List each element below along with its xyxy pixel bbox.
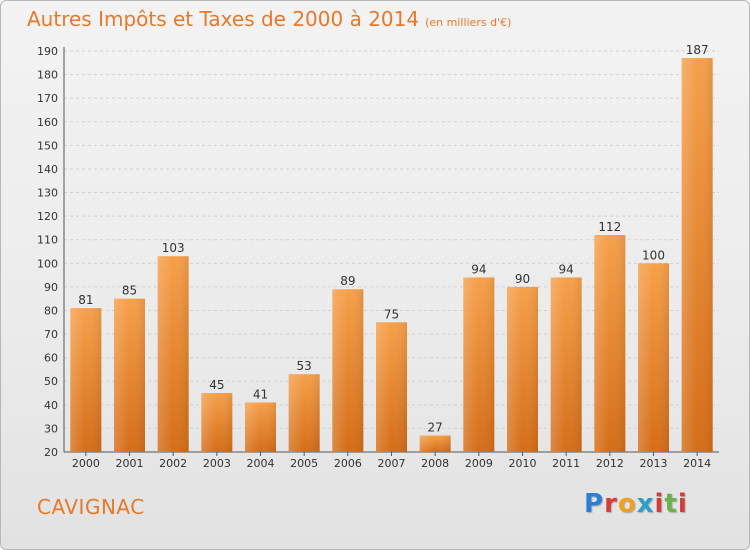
bar-shade [507, 286, 538, 452]
bar-shade [288, 374, 320, 452]
y-tick-label: 40 [44, 399, 58, 412]
bar-shade [419, 435, 451, 452]
x-tick-labels: 2000 2001 2002 2003 2004 2005 2006 2007 2008 2009… [72, 457, 711, 470]
y-tick-labels: 20 30 40 50 60 70 80 90 100 110 120 130 140 150 160 170… [37, 45, 58, 459]
chart-title: Autres Impôts et Taxes de 2000 à 2014 (en… [27, 7, 511, 31]
data-label: 75 [384, 307, 399, 321]
x-tick-label: 2012 [596, 457, 624, 470]
x-tick-label: 2006 [334, 457, 362, 470]
bar-shade [550, 277, 582, 452]
y-tick-label: 150 [37, 139, 58, 152]
data-labels: 81 85 103 45 41 53 89 75 27 94 90 94 112 100 187 [78, 43, 708, 434]
logo-letter: i [677, 489, 688, 519]
y-tick-label: 70 [44, 328, 58, 341]
x-tick-label: 2014 [683, 457, 711, 470]
logo-letter: t [664, 489, 678, 519]
bar-shade [245, 402, 276, 452]
bar-shade [681, 58, 713, 452]
bars [70, 58, 713, 452]
y-tick-label: 120 [37, 210, 58, 223]
y-tick-label: 130 [37, 187, 58, 200]
x-tick-label: 2002 [159, 457, 187, 470]
y-tick-label: 60 [44, 352, 58, 365]
data-label: 103 [162, 241, 185, 255]
logo-letter: i [654, 489, 665, 519]
proxiti-logo: Proxiti [584, 489, 688, 519]
y-tick-label: 20 [44, 446, 58, 459]
data-label: 41 [253, 387, 268, 401]
y-tick-label: 50 [44, 375, 58, 388]
y-tick-label: 100 [37, 257, 58, 270]
y-tick-label: 90 [44, 281, 58, 294]
data-label: 112 [598, 220, 621, 234]
y-tick-label: 180 [37, 69, 58, 82]
y-tick-label: 190 [37, 45, 58, 58]
y-tick-label: 160 [37, 116, 58, 129]
x-tick-label: 2010 [509, 457, 537, 470]
x-tick-label: 2001 [116, 457, 144, 470]
data-label: 187 [686, 43, 709, 57]
bar-shade [114, 298, 145, 452]
logo-letter: P [584, 489, 605, 519]
bar-shade [638, 263, 669, 452]
bar-shade [332, 289, 364, 452]
x-tick-label: 2011 [552, 457, 580, 470]
x-tick-label: 2013 [640, 457, 668, 470]
data-label: 45 [209, 378, 224, 392]
x-tick-label: 2000 [72, 457, 100, 470]
x-tick-label: 2008 [421, 457, 449, 470]
bar-shade [376, 322, 407, 452]
title-text: Autres Impôts et Taxes de 2000 à 2014 [27, 7, 420, 31]
bar-shade [201, 393, 233, 452]
x-tick-label: 2009 [465, 457, 493, 470]
bar-shade [157, 256, 189, 452]
data-label: 94 [559, 262, 574, 276]
data-label: 100 [642, 248, 665, 262]
town-name: CAVIGNAC [37, 495, 145, 519]
x-tick-label: 2005 [290, 457, 318, 470]
data-label: 89 [340, 274, 355, 288]
data-label: 94 [471, 262, 486, 276]
logo-letter: x [636, 489, 655, 519]
logo-letter: o [617, 489, 637, 519]
bar-shade [594, 234, 626, 452]
y-tick-label: 170 [37, 92, 58, 105]
x-tick-label: 2003 [203, 457, 231, 470]
logo-letter: r [604, 489, 618, 519]
data-label: 81 [78, 293, 93, 307]
data-label: 53 [297, 359, 312, 373]
y-tick-label: 30 [44, 422, 58, 435]
title-unit: (en milliers d'€) [425, 16, 512, 29]
bar-shade [70, 308, 102, 452]
y-tick-label: 140 [37, 163, 58, 176]
data-label: 85 [122, 284, 137, 298]
data-label: 27 [428, 420, 443, 434]
y-tick-label: 80 [44, 304, 58, 317]
x-tick-label: 2007 [378, 457, 406, 470]
y-tick-label: 110 [37, 234, 58, 247]
data-label: 90 [515, 272, 530, 286]
x-tick-label: 2004 [247, 457, 275, 470]
bar-shade [463, 277, 495, 452]
